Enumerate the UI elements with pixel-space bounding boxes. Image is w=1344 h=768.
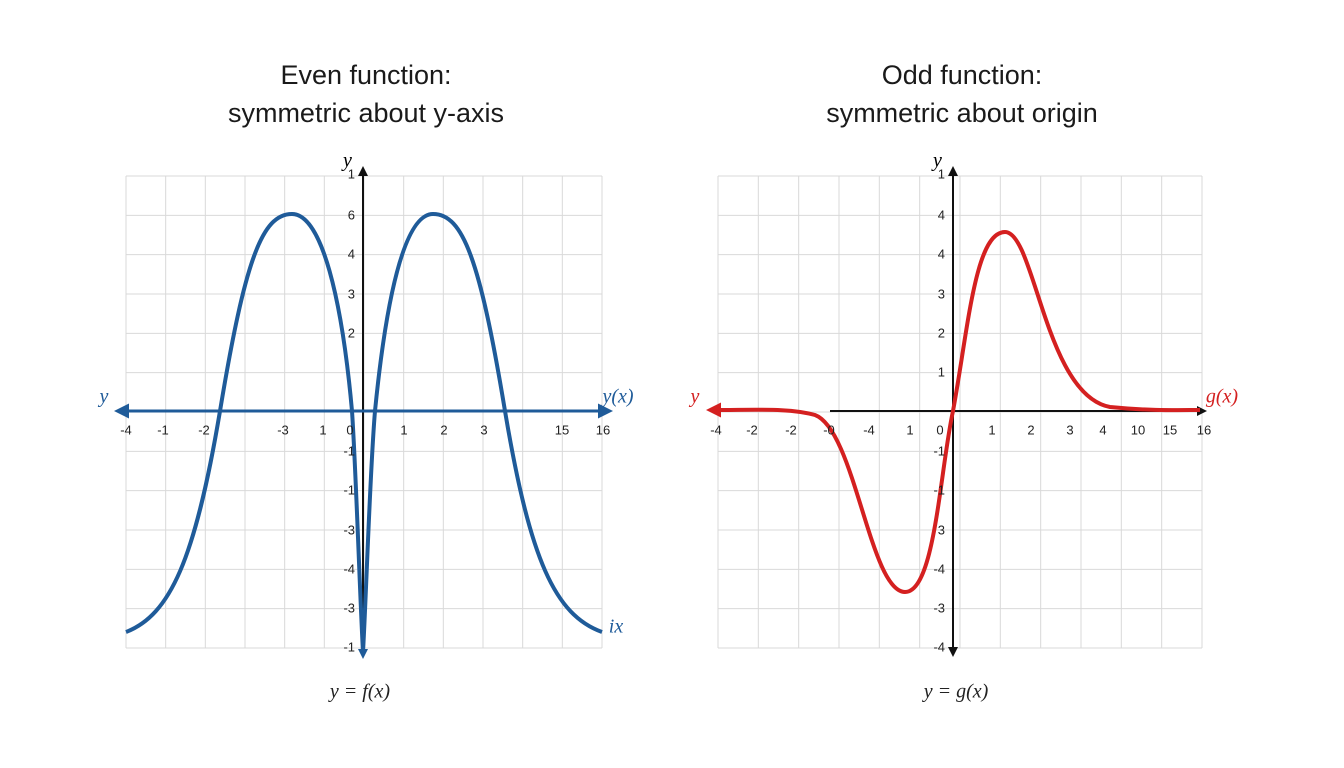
x-tick-label: -4	[863, 422, 875, 437]
curve-label: y	[689, 386, 700, 408]
x-tick-label: -1	[157, 422, 169, 437]
x-tick-label: 16	[596, 422, 610, 437]
y-tick-label: 1	[938, 166, 945, 181]
caption: y = f(x)	[328, 681, 390, 703]
curve-label: y(x)	[600, 386, 633, 408]
y-tick-label: -4	[933, 561, 945, 576]
x-tick-label: -2	[198, 422, 210, 437]
x-tick-label: -3	[277, 422, 289, 437]
x-tick-label: 15	[1163, 422, 1177, 437]
y-tick-label: 4	[348, 246, 355, 261]
y-tick-label: -1	[343, 639, 355, 654]
y-axis-label: y	[341, 150, 352, 172]
x-tick-label: 16	[1197, 422, 1211, 437]
y-tick-label: 1	[938, 364, 945, 379]
y-tick-label: -3	[343, 600, 355, 615]
y-tick-label: 4	[938, 207, 945, 222]
panel-title: symmetric about origin	[826, 98, 1098, 128]
y-tick-label: -4	[343, 561, 355, 576]
y-tick-label: 1	[348, 166, 355, 181]
x-tick-label: -0	[823, 422, 835, 437]
y-tick-label: -1	[343, 443, 355, 458]
x-tick-label: 0	[346, 422, 353, 437]
curve-label: y	[98, 386, 109, 408]
y-tick-label: -4	[933, 639, 945, 654]
y-tick-label: -3	[933, 600, 945, 615]
x-tick-label: 4	[1099, 422, 1106, 437]
x-tick-label: 3	[480, 422, 487, 437]
y-tick-label: -1	[933, 443, 945, 458]
y-tick-label: 6	[348, 207, 355, 222]
y-axis-label: y	[931, 150, 942, 172]
x-tick-label: 2	[1027, 422, 1034, 437]
x-tick-label: 2	[440, 422, 447, 437]
curve-label: g(x)	[1206, 386, 1239, 408]
x-tick-label: 3	[1066, 422, 1073, 437]
curve-label: ix	[609, 616, 624, 638]
caption: y = g(x)	[922, 681, 989, 703]
y-tick-label: 3	[348, 286, 355, 301]
odd-curve	[711, 229, 1201, 595]
x-tick-label: 1	[400, 422, 407, 437]
x-tick-label: 15	[555, 422, 569, 437]
x-tick-label: 0	[936, 422, 943, 437]
y-tick-label: 3	[938, 522, 945, 537]
x-tick-label: -4	[710, 422, 722, 437]
panel-title: Odd function:	[882, 60, 1043, 90]
y-tick-label: 2	[348, 325, 355, 340]
y-tick-label: 3	[938, 286, 945, 301]
x-tick-label: -2	[785, 422, 797, 437]
y-tick-label: 4	[938, 246, 945, 261]
panel-title: symmetric about y-axis	[228, 98, 504, 128]
y-tick-label: -1	[343, 482, 355, 497]
panel-title: Even function:	[280, 60, 451, 90]
x-tick-label: 1	[906, 422, 913, 437]
x-tick-label: -4	[120, 422, 132, 437]
x-tick-label: 1	[319, 422, 326, 437]
x-tick-label: -2	[746, 422, 758, 437]
x-tick-label: 10	[1131, 422, 1145, 437]
x-tick-label: 1	[988, 422, 995, 437]
y-tick-label: -3	[343, 522, 355, 537]
y-tick-label: 2	[938, 325, 945, 340]
y-tick-label: -1	[933, 482, 945, 497]
